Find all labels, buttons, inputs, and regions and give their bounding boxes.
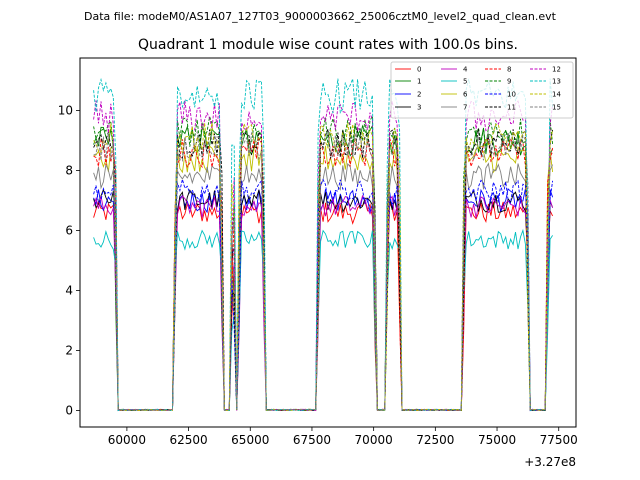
y-tick-label: 10 — [58, 104, 73, 118]
x-offset-label: +3.27e8 — [524, 455, 576, 469]
legend-label-8: 8 — [507, 66, 511, 74]
data-file-caption: Data file: modeM0/AS1A07_127T03_90000036… — [84, 10, 557, 23]
legend-label-15: 15 — [552, 104, 561, 112]
legend-label-0: 0 — [417, 66, 421, 74]
legend-label-14: 14 — [552, 91, 561, 99]
x-tick-label: 62500 — [169, 433, 207, 447]
legend-label-10: 10 — [507, 91, 516, 99]
x-tick-label: 75000 — [478, 433, 516, 447]
y-tick-label: 8 — [65, 164, 73, 178]
series-line-11 — [93, 128, 554, 411]
legend-label-9: 9 — [507, 78, 511, 86]
y-axis: 0 2 4 6 8 10 — [58, 104, 80, 418]
chart-title: Quadrant 1 module wise count rates with … — [138, 37, 518, 53]
legend-label-7: 7 — [463, 104, 467, 112]
x-tick-label: 67500 — [293, 433, 331, 447]
series-line-2 — [93, 188, 554, 412]
series-line-4 — [93, 194, 554, 411]
plot-frame — [79, 57, 577, 428]
x-tick-label: 70000 — [355, 433, 393, 447]
series-line-10 — [93, 178, 554, 411]
series-line-14 — [93, 122, 554, 412]
x-tick-label: 72500 — [416, 433, 454, 447]
legend-box — [390, 61, 574, 119]
legend-label-2: 2 — [417, 91, 421, 99]
x-tick-label: 77500 — [540, 433, 578, 447]
y-tick-label: 2 — [65, 344, 73, 358]
series-line-0 — [93, 200, 554, 412]
series-line-3 — [93, 188, 554, 411]
legend-label-13: 13 — [552, 78, 561, 86]
legend-label-5: 5 — [463, 78, 467, 86]
legend-label-12: 12 — [552, 66, 561, 74]
series-line-5 — [93, 228, 553, 412]
y-tick-label: 6 — [65, 224, 73, 238]
legend-label-3: 3 — [417, 104, 421, 112]
series-layer — [93, 77, 554, 412]
legend-label-1: 1 — [417, 78, 421, 86]
legend-label-4: 4 — [463, 66, 468, 74]
x-axis: 60000 62500 65000 67500 70000 72500 75000 77500 — [108, 427, 578, 447]
legend-label-11: 11 — [507, 104, 516, 112]
y-tick-label: 4 — [65, 284, 73, 298]
series-line-15 — [93, 130, 553, 412]
series-line-1 — [93, 124, 554, 411]
legend-label-6: 6 — [463, 91, 468, 99]
x-tick-label: 60000 — [108, 433, 146, 447]
x-tick-label: 65000 — [231, 433, 269, 447]
y-tick-label: 0 — [65, 404, 73, 418]
